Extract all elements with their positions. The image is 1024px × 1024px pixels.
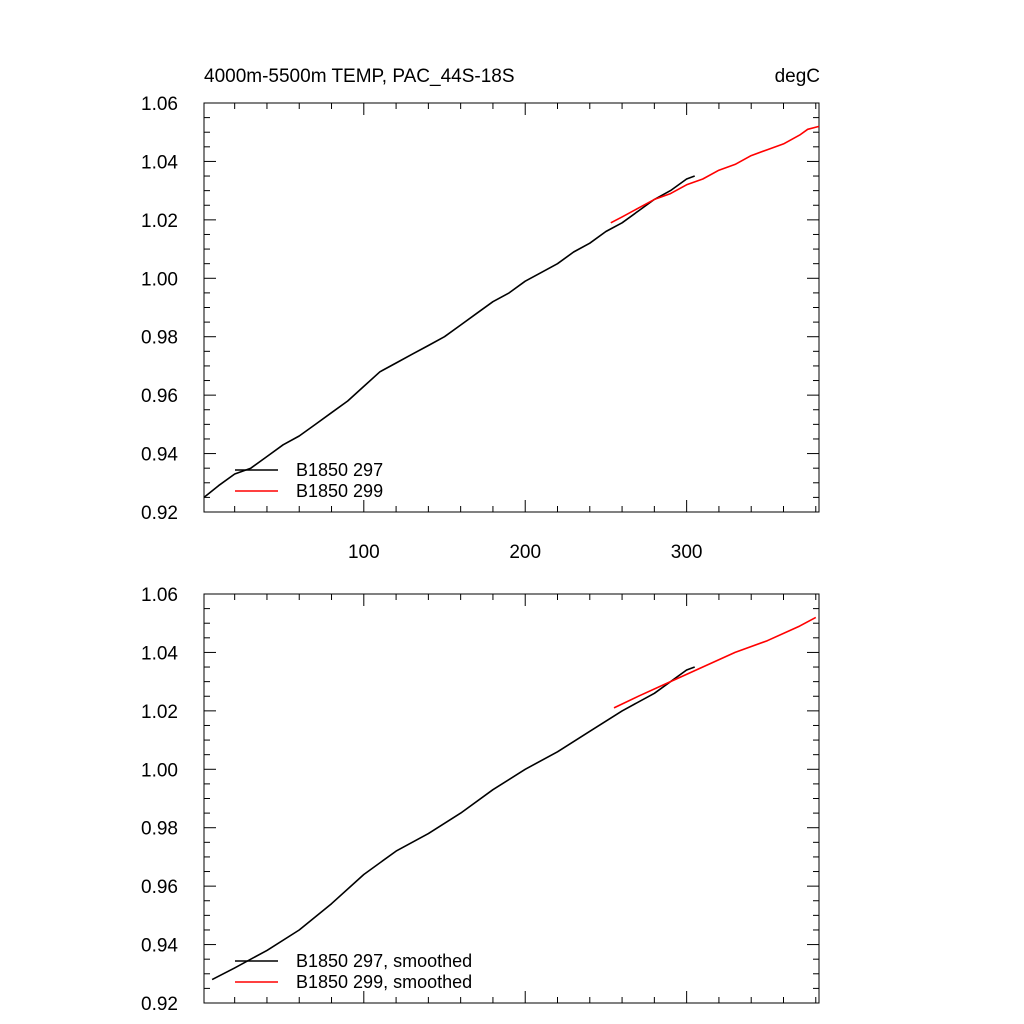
- top-panel: 4000m-5500m TEMP, PAC_44S-18S degC 0.920…: [141, 66, 820, 563]
- y-tick-label: 0.94: [141, 936, 178, 957]
- top-panel-title: 4000m-5500m TEMP, PAC_44S-18S: [204, 66, 515, 87]
- bottom-tick-layer: 0.92 0.94 0.96 0.98 1.00 1.02 1.04 1.06: [141, 585, 819, 1015]
- x-tick-label: 300: [671, 542, 703, 563]
- y-tick-label: 1.00: [141, 269, 178, 290]
- series-line-1: [211, 666, 695, 981]
- y-tick-label: 0.92: [141, 994, 178, 1015]
- series-line-2: [610, 125, 820, 224]
- legend-label: B1850 297, smoothed: [296, 951, 472, 971]
- legend-label: B1850 299: [296, 481, 383, 501]
- legend-label: B1850 299, smoothed: [296, 972, 472, 992]
- legend-label: B1850 297: [296, 460, 383, 480]
- y-tick-label: 1.06: [141, 94, 178, 115]
- x-tick-label: 100: [348, 542, 380, 563]
- y-tick-label: 1.00: [141, 760, 178, 781]
- y-tick-label: 0.98: [141, 819, 178, 840]
- series-line-2: [613, 616, 817, 709]
- y-tick-label: 0.94: [141, 445, 178, 466]
- bottom-series-layer: [211, 616, 817, 981]
- y-tick-label: 0.92: [141, 503, 178, 524]
- bottom-panel: 0.92 0.94 0.96 0.98 1.00 1.02 1.04 1.06 B1850 2…: [141, 585, 820, 1015]
- top-tick-layer: 0.92 0.94 0.96 0.98 1.00 1.02 1.04 1.06 100 200 30…: [141, 94, 819, 563]
- top-plot-frame: [203, 102, 820, 513]
- y-tick-label: 1.04: [141, 643, 178, 664]
- y-tick-label: 1.04: [141, 152, 178, 173]
- x-tick-label: 200: [509, 542, 541, 563]
- y-tick-label: 0.96: [141, 386, 178, 407]
- series-line-1: [203, 175, 695, 499]
- y-tick-label: 1.06: [141, 585, 178, 606]
- y-tick-label: 1.02: [141, 702, 178, 723]
- top-panel-units: degC: [775, 66, 820, 87]
- top-series-layer: [203, 125, 820, 499]
- y-tick-label: 1.02: [141, 211, 178, 232]
- y-tick-label: 0.96: [141, 877, 178, 898]
- y-tick-label: 0.98: [141, 328, 178, 349]
